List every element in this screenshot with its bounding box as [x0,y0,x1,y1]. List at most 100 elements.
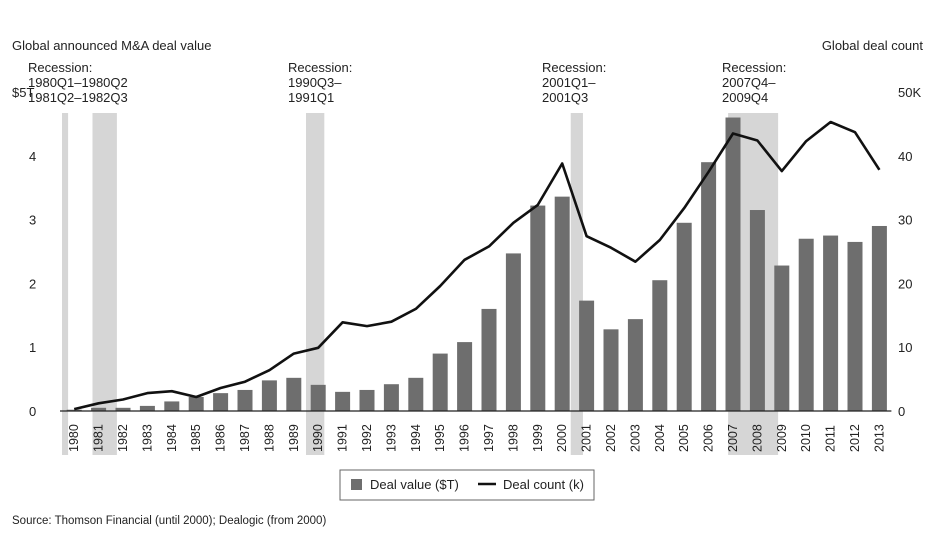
recession-label-line: 2007Q4– [722,75,776,90]
recession-labels: Recession:1980Q1–1980Q21981Q2–1982Q3Rece… [28,60,786,105]
bar-2006 [701,162,717,411]
right-y-ticks: 0 10 20 30 40 50K [898,85,921,419]
x-tick-2001: 2001 [580,424,594,452]
right-tick-label: 40 [898,149,912,164]
recession-label-line: Recession: [722,60,786,75]
bar-1982 [115,407,131,411]
x-tick-2004: 2004 [653,424,667,452]
x-tick-2012: 2012 [848,424,862,452]
bar-1983 [139,405,155,411]
recession-label-line: 1980Q1–1980Q2 [28,75,128,90]
bar-2011 [823,235,839,411]
bar-1980 [66,409,82,411]
left-y-ticks: 0 1 2 3 4 $5T [12,85,36,419]
x-tick-1981: 1981 [92,424,106,452]
legend-deal-value: Deal value ($T) [370,477,459,492]
bar-2010 [798,238,814,411]
x-tick-2007: 2007 [726,424,740,452]
bar-1986 [213,393,229,411]
left-tick-label: 0 [29,404,36,419]
bar-1989 [286,377,302,411]
left-tick-label: 3 [29,213,36,228]
x-tick-2005: 2005 [677,424,691,452]
deal-count-line [73,120,881,411]
bar-1981 [91,407,107,411]
left-axis-title: Global announced M&A deal value [12,38,211,53]
x-tick-1988: 1988 [262,424,276,452]
recession-label-line: 1990Q3– [288,75,342,90]
left-tick-label: 4 [29,149,36,164]
x-tick-1989: 1989 [287,424,301,452]
x-tick-1984: 1984 [165,424,179,452]
x-tick-2010: 2010 [799,424,813,452]
x-tick-2013: 2013 [872,424,886,452]
x-tick-1980: 1980 [67,424,81,452]
recession-band [62,113,69,455]
recession-label-line: 2001Q3 [542,90,588,105]
right-tick-label: 10 [898,340,912,355]
recession-label-line: 2009Q4 [722,90,768,105]
x-tick-1996: 1996 [458,424,472,452]
x-tick-1986: 1986 [214,424,228,452]
x-tick-1998: 1998 [506,424,520,452]
x-tick-2006: 2006 [702,424,716,452]
bar-1987 [237,389,253,411]
recession-label-line: 2001Q1– [542,75,596,90]
bar-1993 [383,384,399,411]
legend-deal-count: Deal count (k) [503,477,584,492]
recession-band [306,113,325,455]
bar-1997 [481,308,497,411]
recession-label-line: 1991Q1 [288,90,334,105]
bar-1998 [505,253,521,411]
x-tick-2009: 2009 [775,424,789,452]
x-tick-1991: 1991 [336,424,350,452]
left-tick-label: 1 [29,340,36,355]
bar-1988 [261,380,277,411]
x-tick-2002: 2002 [604,424,618,452]
x-tick-1995: 1995 [433,424,447,452]
bar-1999 [530,205,546,411]
bar-2009 [774,265,790,411]
right-tick-label: 30 [898,213,912,228]
right-tick-label: 20 [898,276,912,291]
recession-label-line: Recession: [28,60,92,75]
x-tick-2000: 2000 [555,424,569,452]
x-tick-1987: 1987 [238,424,252,452]
bar-2012 [847,241,863,411]
x-tick-2008: 2008 [750,424,764,452]
right-tick-label: 0 [898,404,905,419]
x-tick-1992: 1992 [360,424,374,452]
bar-1994 [408,377,424,411]
deal-value-bars [66,117,887,412]
x-tick-1982: 1982 [116,424,130,452]
bar-2001 [579,300,595,411]
bar-1995 [432,353,448,411]
legend: Deal value ($T) Deal count (k) [339,469,595,501]
bar-2000 [554,196,570,411]
recession-band [92,113,117,455]
bar-2008 [749,210,765,411]
right-tick-label: 50K [898,85,921,100]
recession-label-line: Recession: [542,60,606,75]
bar-1990 [310,384,326,411]
x-tick-1997: 1997 [482,424,496,452]
x-tick-1993: 1993 [384,424,398,452]
bar-1991 [335,391,351,411]
bar-2004 [652,280,668,411]
x-tick-1994: 1994 [409,424,423,452]
source-note: Source: Thomson Financial (until 2000); … [12,515,326,527]
bar-2007 [725,117,741,412]
x-ticks: 1980 1981 1982 1983 1984 1985 1986 1987 1988 1989… [67,424,886,452]
bar-1992 [359,389,375,411]
right-axis-title: Global deal count [822,38,924,53]
x-tick-1999: 1999 [531,424,545,452]
x-tick-2003: 2003 [628,424,642,452]
recession-label-line: 1981Q2–1982Q3 [28,90,128,105]
x-tick-1985: 1985 [189,424,203,452]
bar-2005 [676,222,692,411]
left-tick-label: $5T [12,85,34,100]
bar-1996 [457,342,473,411]
recession-label-line: Recession: [288,60,352,75]
bar-2002 [603,329,619,411]
